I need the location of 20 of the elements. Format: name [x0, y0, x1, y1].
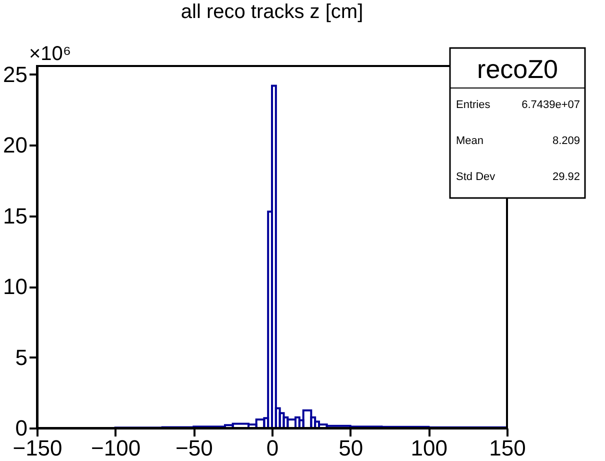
x-tick-label: −50 [176, 436, 213, 460]
y-tick-label: 15 [3, 203, 28, 228]
y-tick-label: 10 [3, 274, 28, 300]
annotation: Entries [456, 99, 491, 111]
x-tick-label: 0 [266, 436, 279, 460]
y-tick-label: 20 [3, 132, 28, 158]
annotation: Mean [456, 135, 484, 147]
y-tick-label: 5 [15, 344, 28, 370]
text: 8.209 [552, 135, 580, 147]
x-tick-label: 50 [338, 436, 364, 460]
text: ×10⁶ [29, 43, 72, 65]
y-tick-label: 25 [3, 62, 28, 87]
chart-title: all reco tracks z [cm] [180, 1, 364, 23]
text: 29.92 [552, 171, 580, 183]
x-tick-label: 100 [410, 436, 448, 460]
x-tick-label: −100 [91, 436, 141, 460]
text: 6.7439e+07 [522, 99, 580, 111]
annotation: Std Dev [456, 171, 496, 183]
x-tick-label: 150 [489, 436, 526, 460]
annotation: recoZ0 [477, 54, 558, 84]
